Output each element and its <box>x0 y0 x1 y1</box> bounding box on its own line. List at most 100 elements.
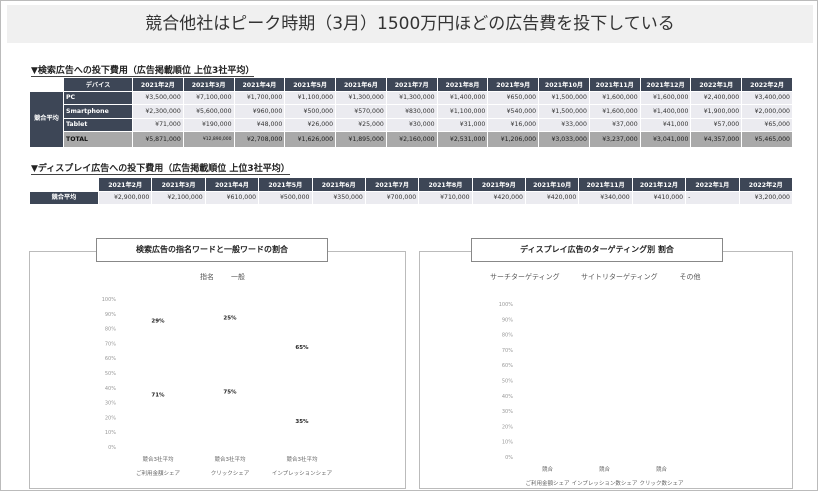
value-cell: ¥610,000 <box>205 191 259 204</box>
value-cell: ¥3,500,000 <box>133 91 183 104</box>
month-header: 2021年12月 <box>640 78 691 91</box>
value-cell: ¥3,033,000 <box>539 132 589 147</box>
value-cell: ¥1,400,000 <box>437 91 488 104</box>
value-cell: ¥2,900,000 <box>99 191 152 204</box>
chart-title-display: ディスプレイ広告のターゲティング別 割合 <box>471 238 723 262</box>
value-cell: ¥26,000 <box>285 118 336 131</box>
y-tick-label: 10% <box>105 430 116 436</box>
value-cell: ¥710,000 <box>419 191 472 204</box>
month-header: 2021年2月 <box>133 78 183 91</box>
value-cell: ¥1,600,000 <box>640 91 691 104</box>
slide-title: 競合他社はピーク時期（3月）1500万円ほどの広告費を投下している <box>7 5 813 43</box>
data-label: 25% <box>223 316 237 322</box>
value-cell: - <box>686 191 739 204</box>
value-cell: ¥700,000 <box>365 191 419 204</box>
x-category-label: ご利用金額シェア <box>136 469 181 477</box>
chart-panel-search <box>29 251 406 489</box>
group-label: 競合平均 <box>30 91 63 147</box>
y-tick-label: 10% <box>502 440 513 446</box>
value-cell: ¥2,000,000 <box>742 105 792 118</box>
y-tick-label: 90% <box>502 317 513 323</box>
value-cell: ¥1,206,000 <box>488 132 539 147</box>
data-label: 20% <box>598 440 612 446</box>
x-category-label: ご利用金額シェア <box>525 479 570 487</box>
month-header: 2022年1月 <box>691 78 742 91</box>
value-cell: ¥37,000 <box>589 118 640 131</box>
value-cell: ¥4,357,000 <box>691 132 742 147</box>
x-category-label: インプレッション数シェア <box>572 479 638 487</box>
x-category-label: 競合3社平均 <box>287 455 318 463</box>
value-cell: ¥25,000 <box>336 118 386 131</box>
chart-title-search: 検索広告の指名ワードと一般ワードの割合 <box>96 238 328 262</box>
value-cell: ¥420,000 <box>472 191 525 204</box>
table-row: TOTAL ¥5,871,000 ¥12,890,000 ¥2,708,000 ¥1,6… <box>30 132 792 147</box>
data-label: 71% <box>151 392 165 398</box>
value-cell: ¥350,000 <box>312 191 365 204</box>
value-cell: ¥1,100,000 <box>285 91 336 104</box>
value-cell: ¥1,500,000 <box>539 105 589 118</box>
value-cell: ¥5,871,000 <box>133 132 183 147</box>
value-cell: ¥2,160,000 <box>386 132 437 147</box>
value-cell: ¥3,400,000 <box>742 91 792 104</box>
value-cell: ¥65,000 <box>742 118 792 131</box>
value-cell: ¥420,000 <box>526 191 579 204</box>
month-header: 2021年7月 <box>386 78 437 91</box>
month-header: 2021年3月 <box>152 178 205 191</box>
value-cell: ¥190,000 <box>183 118 234 131</box>
x-category-label: 競合 <box>542 465 554 473</box>
data-label: 39% <box>541 372 555 378</box>
y-tick-label: 100% <box>499 302 514 308</box>
month-header: 2021年9月 <box>472 178 525 191</box>
legend-label: サイトリターゲティング <box>581 272 658 281</box>
y-tick-label: 80% <box>105 327 116 333</box>
y-tick-label: 70% <box>105 341 116 347</box>
value-cell: ¥1,600,000 <box>589 105 640 118</box>
value-cell: ¥1,300,000 <box>336 91 386 104</box>
y-tick-label: 100% <box>102 297 117 303</box>
y-tick-label: 0% <box>505 455 513 461</box>
month-header: 2021年11月 <box>589 78 640 91</box>
value-cell: ¥3,200,000 <box>739 191 792 204</box>
device-header: デバイス <box>64 78 132 91</box>
value-cell: ¥500,000 <box>285 105 336 118</box>
month-header: 2021年7月 <box>365 178 419 191</box>
month-header: 2021年4月 <box>205 178 259 191</box>
value-cell: ¥960,000 <box>234 105 285 118</box>
value-cell: ¥16,000 <box>488 118 539 131</box>
value-cell: ¥570,000 <box>336 105 386 118</box>
value-cell: ¥41,000 <box>640 118 691 131</box>
legend-label: その他 <box>680 272 701 281</box>
value-cell: ¥500,000 <box>259 191 312 204</box>
value-cell: ¥830,000 <box>386 105 437 118</box>
value-cell: ¥2,100,000 <box>152 191 205 204</box>
y-tick-label: 0% <box>108 445 116 451</box>
table-row: 競合平均 ¥2,900,000 ¥2,100,000 ¥610,000 ¥500,000… <box>30 191 792 204</box>
value-cell: ¥12,890,000 <box>183 132 234 147</box>
legend-label: サーチターゲティング <box>490 272 560 281</box>
month-header: 2022年2月 <box>739 178 792 191</box>
value-cell: ¥410,000 <box>632 191 686 204</box>
display-ad-spend-table: 2021年2月 2021年3月 2021年4月 2021年5月 2021年6月 2021年… <box>29 177 793 205</box>
value-cell: ¥71,000 <box>133 118 183 131</box>
value-cell: ¥2,708,000 <box>234 132 285 147</box>
month-header: 2021年8月 <box>419 178 472 191</box>
legend-label: 指名 <box>200 272 214 281</box>
value-cell: ¥1,300,000 <box>386 91 437 104</box>
y-tick-label: 70% <box>502 348 513 354</box>
corner-cell <box>30 178 98 191</box>
value-cell: ¥1,400,000 <box>640 105 691 118</box>
header-row: 2021年2月 2021年3月 2021年4月 2021年5月 2021年6月 2021年… <box>30 178 792 191</box>
value-cell: ¥3,237,000 <box>589 132 640 147</box>
data-label: 35% <box>295 419 309 425</box>
value-cell: ¥540,000 <box>488 105 539 118</box>
data-label: 12% <box>598 311 612 317</box>
value-cell: ¥1,600,000 <box>589 91 640 104</box>
value-cell: ¥48,000 <box>234 118 285 131</box>
value-cell: ¥2,400,000 <box>691 91 742 104</box>
month-header: 2021年11月 <box>579 178 632 191</box>
value-cell: ¥31,000 <box>437 118 488 131</box>
data-label: 65% <box>295 345 309 351</box>
x-category-label: 競合3社平均 <box>215 455 246 463</box>
search-ad-spend-table: デバイス 2021年2月 2021年3月 2021年4月 2021年5月 2021年6月 2… <box>29 77 793 148</box>
y-tick-label: 30% <box>502 409 513 415</box>
